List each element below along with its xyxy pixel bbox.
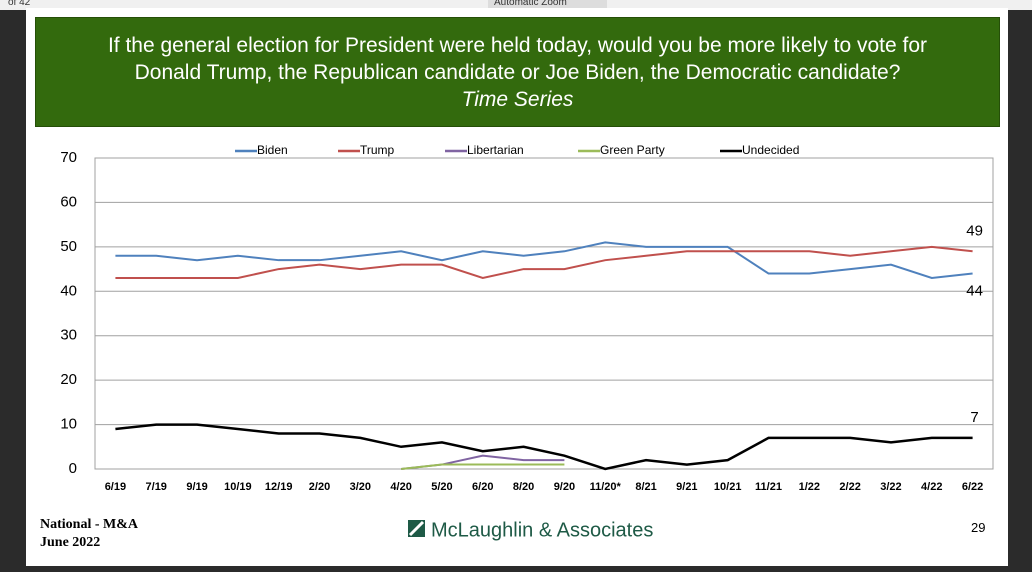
page-count: of 42	[8, 0, 31, 8]
x-tick-label: 6/19	[105, 481, 126, 493]
logo-text: McLaughlin & Associates	[431, 519, 653, 541]
y-tick-label: 20	[60, 371, 77, 388]
y-tick-label: 40	[60, 282, 77, 299]
page-number: 29	[971, 520, 986, 535]
x-tick-label: 9/19	[186, 481, 207, 493]
x-tick-label: 5/20	[431, 481, 452, 493]
x-tick-label: 10/19	[224, 481, 252, 493]
series-line	[115, 241, 973, 279]
x-tick-label: 9/20	[554, 481, 575, 493]
data-label: 49	[966, 222, 983, 239]
x-tick-label: 11/20*	[590, 481, 622, 493]
plot-frame	[94, 157, 994, 470]
footer-date: June 2022	[40, 535, 101, 550]
legend-label: Undecided	[742, 143, 799, 157]
data-label: 44	[966, 282, 983, 299]
x-tick-label: 10/21	[714, 481, 742, 493]
x-tick-label: 6/20	[472, 481, 493, 493]
zoom-select[interactable]: Automatic Zoom	[488, 0, 607, 8]
x-tick-label: 8/20	[513, 481, 534, 493]
toolbar: of 42 Automatic Zoom	[0, 0, 1032, 10]
data-label: 7	[970, 409, 978, 426]
series-line	[115, 245, 973, 279]
y-tick-label: 0	[69, 460, 77, 477]
x-tick-label: 2/22	[839, 481, 860, 493]
y-tick-label: 50	[60, 238, 77, 255]
x-tick-label: 7/19	[146, 481, 167, 493]
legend-label: Libertarian	[467, 143, 524, 157]
logo-icon	[408, 520, 425, 537]
legend-label: Trump	[360, 143, 395, 157]
y-tick-label: 60	[60, 193, 77, 210]
y-tick-label: 10	[60, 416, 77, 433]
x-tick-label: 11/21	[755, 481, 782, 493]
chart-subtitle: Time Series	[461, 88, 574, 111]
x-tick-label: 2/20	[309, 481, 330, 493]
x-tick-label: 8/21	[635, 481, 656, 493]
x-tick-label: 6/22	[962, 481, 983, 493]
footer-source: National - M&A	[40, 517, 138, 532]
y-tick-label: 30	[60, 327, 77, 344]
x-tick-label: 4/22	[921, 481, 942, 493]
legend-label: Green Party	[600, 143, 665, 157]
y-tick-label: 70	[60, 149, 77, 166]
x-tick-label: 1/22	[799, 481, 820, 493]
x-tick-label: 3/22	[880, 481, 901, 493]
legend-label: Biden	[257, 143, 288, 157]
x-tick-label: 3/20	[350, 481, 371, 493]
x-tick-label: 12/19	[265, 481, 293, 493]
chart-title: If the general election for President we…	[107, 34, 928, 84]
series-line	[115, 423, 973, 471]
title-box: If the general election for President we…	[35, 17, 1000, 127]
series-line	[401, 463, 565, 470]
x-tick-label: 9/21	[676, 481, 697, 493]
x-tick-label: 4/20	[390, 481, 411, 493]
